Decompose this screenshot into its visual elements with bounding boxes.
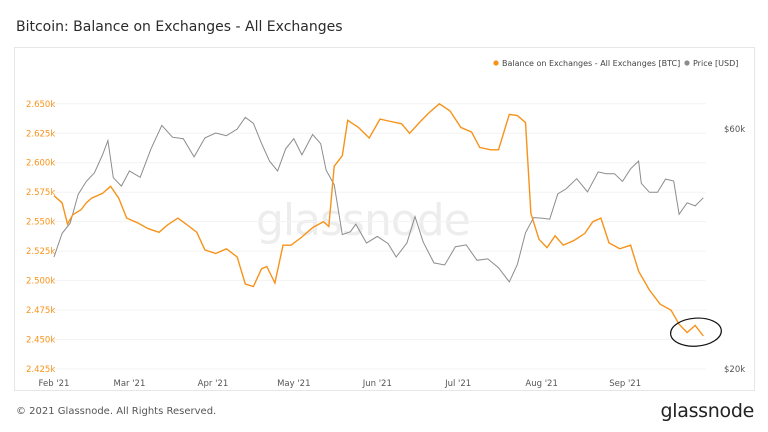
- balance-line: [53, 102, 704, 337]
- x-tick-label: May '21: [277, 379, 310, 389]
- legend-balance-dot: [493, 60, 499, 66]
- x-tick-label: Apr '21: [198, 379, 229, 389]
- annotation-circle: [670, 317, 722, 347]
- y-tick-label: 2.450k: [26, 336, 55, 346]
- y-tick-label: 2.550k: [26, 218, 55, 228]
- glassnode-logo: glassnode: [660, 400, 755, 422]
- copyright-text: © 2021 Glassnode. All Rights Reserved.: [16, 406, 217, 417]
- x-tick-label: Mar '21: [113, 379, 145, 389]
- legend-balance: Balance on Exchanges - All Exchanges [BT…: [502, 59, 680, 68]
- legend-price-dot: [684, 60, 690, 66]
- price-line: [53, 116, 704, 283]
- y-tick-label: 2.600k: [26, 159, 55, 169]
- y-tick-label: 2.575k: [26, 188, 55, 198]
- y-tick-label: 2.625k: [26, 129, 55, 139]
- page-title: Bitcoin: Balance on Exchanges - All Exch…: [16, 19, 343, 35]
- chart: 2.650k 2.625k 2.600k 2.575k 2.550k 2.525k 2.50…: [26, 59, 745, 389]
- right-tick-label: $60k: [724, 125, 745, 135]
- right-axis: $60k $20k: [724, 125, 745, 375]
- grid: [54, 103, 706, 370]
- legend: Balance on Exchanges - All Exchanges [BT…: [493, 59, 738, 68]
- x-tick-label: Jul '21: [444, 379, 471, 389]
- x-axis: Feb '21 Mar '21 Apr '21 May '21 Jun '21 Jul '…: [39, 379, 642, 389]
- y-tick-label: 2.525k: [26, 247, 55, 257]
- x-tick-label: Feb '21: [39, 379, 70, 389]
- y-tick-label: 2.650k: [26, 100, 55, 110]
- x-tick-label: Jun '21: [362, 379, 392, 389]
- y-tick-label: 2.500k: [26, 277, 55, 287]
- legend-price: Price [USD]: [693, 59, 738, 68]
- chart-panel: [14, 47, 755, 391]
- x-tick-label: Aug '21: [525, 379, 557, 389]
- y-tick-label: 2.475k: [26, 306, 55, 316]
- left-axis: 2.650k 2.625k 2.600k 2.575k 2.550k 2.525k 2.50…: [26, 100, 55, 375]
- right-tick-label: $20k: [724, 365, 745, 375]
- y-tick-label: 2.425k: [26, 365, 55, 375]
- x-tick-label: Sep '21: [609, 379, 641, 389]
